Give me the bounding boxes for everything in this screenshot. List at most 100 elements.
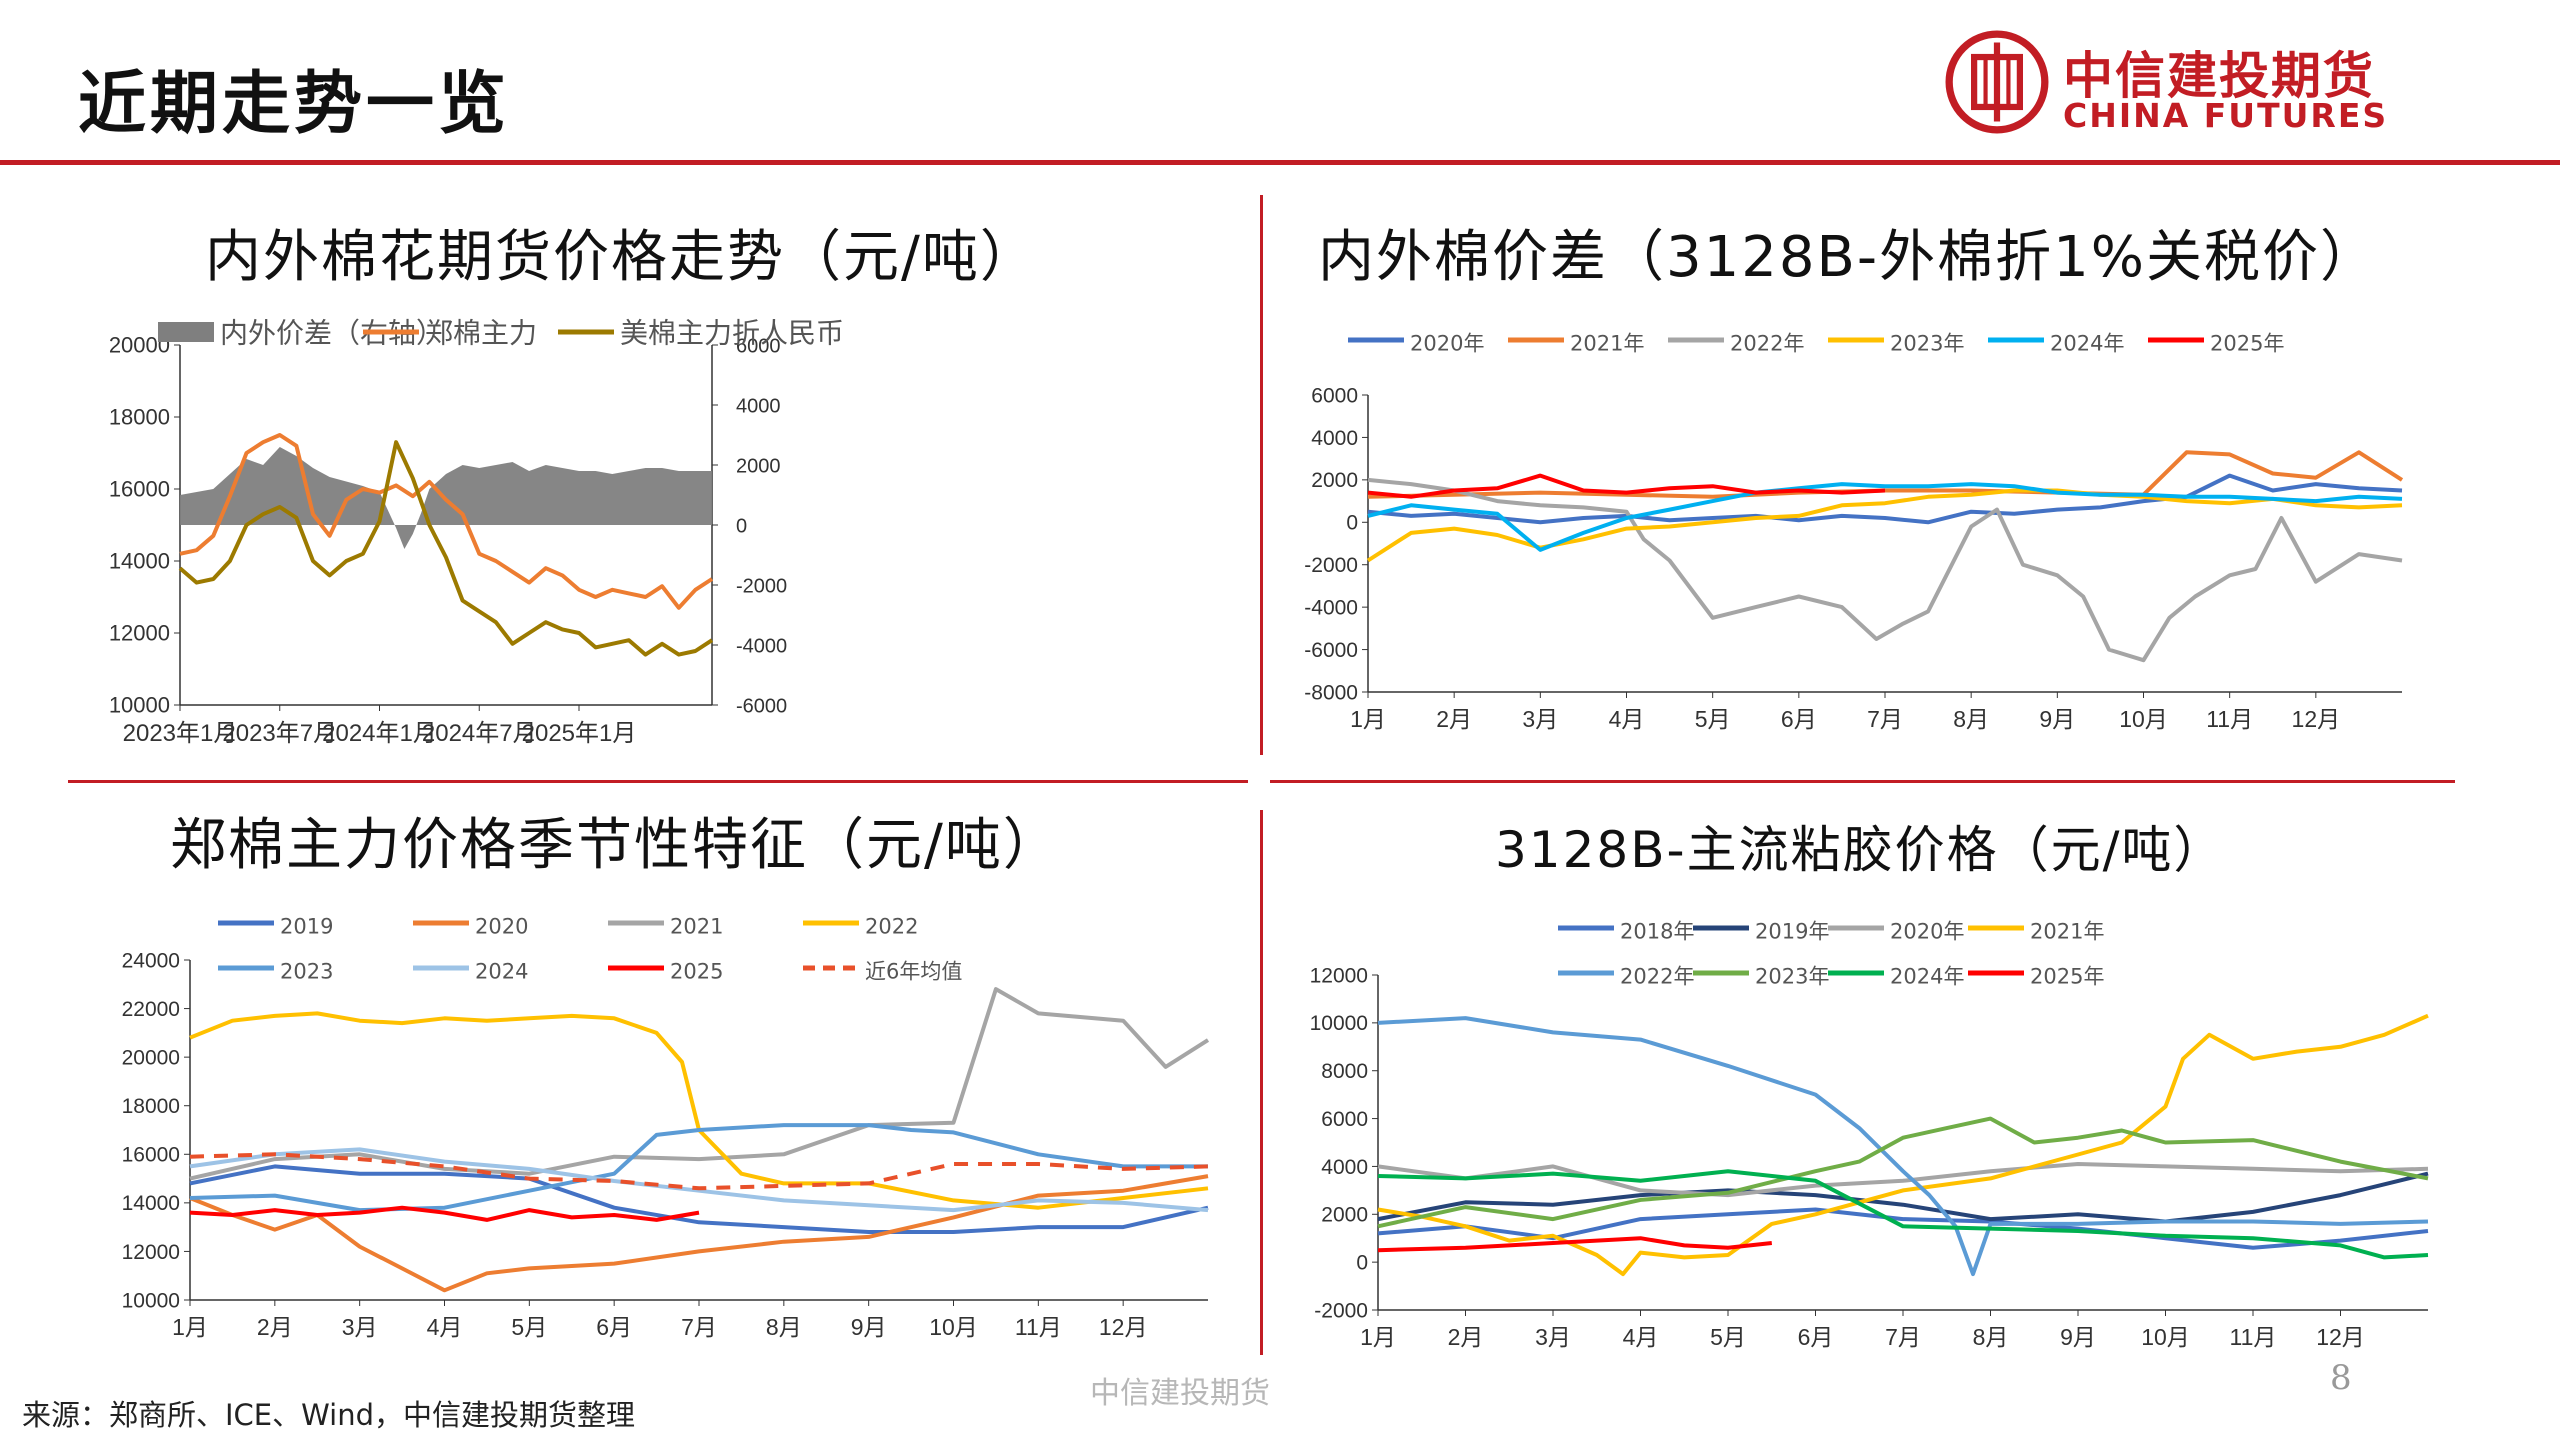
- series-line-1: [189, 1174, 1209, 1293]
- header-divider: [0, 160, 2560, 165]
- series-line-4: [1377, 1016, 2429, 1277]
- y-tick-label: 2000: [1311, 469, 1358, 492]
- chart-cotton-futures: 100001200014000160001800020000-6000-4000…: [109, 317, 844, 747]
- brand-name-en: CHINA FUTURES: [2063, 96, 2389, 135]
- x-tick-label: 12月: [1099, 1314, 1148, 1340]
- y-tick-label: 2000: [1321, 1204, 1368, 1227]
- x-tick-label: 12月: [2316, 1324, 2365, 1350]
- y-tick-label: 10000: [122, 1289, 180, 1312]
- x-tick-label: 9月: [2060, 1324, 2096, 1350]
- y2-tick-label: 4000: [736, 396, 781, 418]
- x-tick-label: 11月: [2206, 706, 2253, 732]
- y2-tick-label: -2000: [736, 576, 787, 598]
- y-tick-label: 8000: [1321, 1060, 1368, 1083]
- y-tick-label: 0: [1346, 512, 1358, 535]
- series-line-4: [1367, 482, 2403, 552]
- y-tick-label: 12000: [1310, 964, 1368, 987]
- legend-label: 2022年: [1620, 964, 1694, 988]
- x-tick-label: 2023年7月: [222, 720, 337, 747]
- y-tick-label: 22000: [122, 998, 180, 1021]
- x-tick-label: 2024年7月: [422, 720, 537, 747]
- y-tick-label: 12000: [122, 1241, 180, 1264]
- x-tick-label: 4月: [1609, 706, 1645, 732]
- source-note: 来源：郑商所、ICE、Wind，中信建投期货整理: [22, 1398, 636, 1432]
- y-tick-label: 4000: [1311, 427, 1358, 450]
- x-tick-label: 5月: [1695, 706, 1731, 732]
- legend-label: 2020年: [1410, 331, 1484, 355]
- x-tick-label: 4月: [1623, 1324, 1659, 1350]
- series-line-2: [1367, 477, 2403, 663]
- legend-label: 2020: [475, 914, 528, 938]
- series-line-2: [1377, 1162, 2429, 1198]
- y-tick-label: 6000: [1311, 384, 1358, 407]
- y-tick-label: 10000: [109, 693, 170, 718]
- x-tick-label: 6月: [1781, 706, 1817, 732]
- y-tick-label: -4000: [1304, 596, 1358, 619]
- series-line-0: [189, 1164, 1209, 1234]
- horizontal-divider-left: [68, 780, 1248, 783]
- x-tick-label: 7月: [681, 1314, 717, 1340]
- series-line-7: [189, 1152, 1209, 1191]
- x-tick-label: 2025年1月: [522, 720, 637, 747]
- vertical-divider-bottom: [1260, 810, 1263, 1355]
- x-tick-label: 10月: [2119, 706, 2168, 732]
- x-tick-label: 12月: [2292, 706, 2341, 732]
- y-tick-label: 4000: [1321, 1156, 1368, 1179]
- y-tick-label: 18000: [109, 405, 170, 430]
- x-tick-label: 3月: [1522, 706, 1558, 732]
- x-tick-label: 7月: [1867, 706, 1903, 732]
- legend-label: 2022: [865, 914, 918, 938]
- series-line-5: [189, 1147, 1209, 1213]
- x-tick-label: 9月: [851, 1314, 887, 1340]
- x-tick-label: 2024年1月: [322, 720, 437, 747]
- chart-zce-seasonal: 10000 12000 14000 16000 18000 20000 22000 24000…: [122, 914, 1210, 1340]
- y-tick-label: 10000: [1310, 1012, 1368, 1035]
- brand-logo: 中信建投期货 CHINA FUTURES: [1945, 30, 2505, 140]
- series-line-5: [1367, 473, 1886, 499]
- legend-label: 2024年: [2050, 331, 2124, 355]
- x-tick-label: 9月: [2039, 706, 2075, 732]
- y-tick-label: 14000: [122, 1192, 180, 1215]
- x-tick-label: 11月: [1015, 1314, 1062, 1340]
- series-line-5: [1377, 1116, 2429, 1229]
- legend-label: 2021: [670, 914, 723, 938]
- legend-label: 2023年: [1755, 964, 1829, 988]
- legend-label: 2023年: [1890, 331, 1964, 355]
- legend-label: 2021年: [2030, 919, 2104, 943]
- legend-label: 2025年: [2210, 331, 2284, 355]
- x-tick-label: 2月: [257, 1314, 293, 1340]
- x-tick-label: 10月: [2141, 1324, 2190, 1350]
- x-tick-label: 3月: [342, 1314, 378, 1340]
- y2-tick-label: -6000: [736, 696, 787, 718]
- legend-label: 2019年: [1755, 919, 1829, 943]
- legend-label: 2020年: [1890, 919, 1964, 943]
- vertical-divider-top: [1260, 195, 1263, 755]
- series-line-2: [178, 440, 714, 657]
- series-line-2: [189, 987, 1210, 1181]
- legend-label: 2024年: [1890, 964, 1964, 988]
- panel-title-br: 3128B-主流粘胶价格（元/吨）: [1495, 821, 2226, 879]
- legend-label: 2018年: [1620, 919, 1694, 943]
- x-tick-label: 5月: [1710, 1324, 1746, 1350]
- panel-title-tl: 内外棉花期货价格走势（元/吨）: [205, 225, 1038, 290]
- series-line-1: [1367, 450, 2404, 499]
- y-tick-label: 6000: [1321, 1108, 1368, 1131]
- y2-tick-label: 0: [736, 516, 747, 538]
- legend-label: 2023: [280, 959, 333, 983]
- x-tick-label: 6月: [1798, 1324, 1834, 1350]
- legend-label: 美棉主力折人民币: [620, 317, 844, 350]
- series-line-3: [1366, 488, 2403, 563]
- x-tick-label: 2月: [1448, 1324, 1484, 1350]
- y-tick-label: -6000: [1304, 639, 1358, 662]
- x-tick-label: 2月: [1436, 706, 1472, 732]
- y-tick-label: 0: [1356, 1251, 1368, 1274]
- panel-title-tr: 内外棉价差（3128B-外棉折1%关税价）: [1318, 225, 2378, 290]
- y-tick-label: 16000: [109, 477, 170, 502]
- page-title: 近期走势一览: [78, 65, 511, 144]
- x-tick-label: 11月: [2230, 1324, 2277, 1350]
- legend-label: 2025: [670, 959, 723, 983]
- y-tick-label: 18000: [122, 1095, 180, 1118]
- series-line-6: [1377, 1169, 2429, 1260]
- legend-label: 2021年: [1570, 331, 1644, 355]
- series-line-6: [189, 1205, 700, 1222]
